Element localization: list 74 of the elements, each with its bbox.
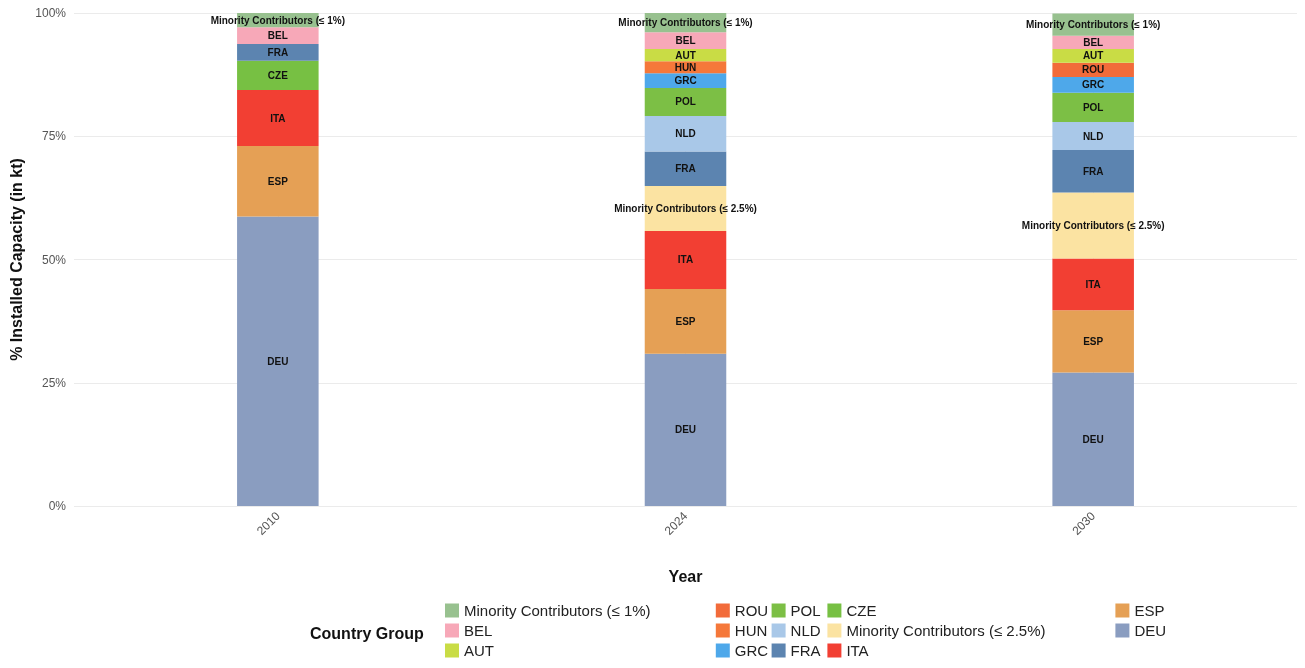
bar — [237, 27, 319, 45]
text: Minority Contributors (≤ 1%) — [210, 14, 346, 26]
bar — [644, 289, 727, 354]
text: ITA — [1085, 278, 1101, 290]
bar — [237, 44, 319, 61]
legend-label: CZE — [846, 602, 877, 619]
text: ESP — [267, 175, 288, 187]
text: ROU — [1082, 64, 1105, 76]
legend-label: Minority Contributors (≤ 2.5%) — [846, 622, 1046, 639]
text: FRA — [675, 163, 696, 175]
legend-label: FRA — [790, 642, 821, 659]
text: CZE — [267, 69, 288, 81]
text: HUN — [674, 61, 697, 73]
bar — [237, 89, 319, 147]
legend-label: ITA — [846, 642, 869, 659]
text: DEU — [267, 355, 289, 367]
text: DEU — [1082, 433, 1104, 445]
text: FRA — [267, 46, 289, 58]
text: NLD — [1082, 130, 1104, 142]
bar — [644, 353, 727, 506]
text: Minority Contributors (≤ 2.5%) — [614, 202, 757, 214]
y-tick-label: 25% — [41, 375, 67, 390]
text: AUT — [675, 49, 696, 61]
text: Minority Contributors (≤ 1%) — [618, 17, 753, 29]
text: GRC — [674, 75, 697, 87]
bar — [237, 216, 319, 506]
text: DEU — [674, 424, 697, 436]
text: Minority Contributors (≤ 1%) — [1025, 19, 1161, 31]
x-axis-title: Year — [668, 567, 703, 585]
bar — [1052, 92, 1134, 122]
text: GRC — [1082, 79, 1105, 91]
bar — [237, 146, 319, 217]
legend-label: BEL — [464, 622, 493, 639]
text: NLD — [675, 128, 696, 140]
text: POL — [675, 96, 696, 108]
text: BEL — [1083, 36, 1104, 48]
bar — [644, 230, 727, 290]
y-tick-label: 75% — [41, 129, 67, 144]
text: ESP — [1083, 335, 1104, 347]
text: ITA — [270, 112, 286, 124]
bar — [1052, 372, 1134, 506]
bar — [1052, 77, 1134, 93]
bar — [1052, 121, 1134, 151]
bar — [237, 60, 319, 90]
text: POL — [1082, 101, 1104, 113]
legend-label: NLD — [790, 622, 821, 639]
bar — [1052, 258, 1134, 311]
legend-label: ESP — [1134, 602, 1165, 619]
legend-title: Country Group — [310, 624, 424, 642]
legend-label: Minority Contributors (≤ 1%) — [464, 602, 651, 619]
text: AUT — [1082, 50, 1104, 62]
bar — [1052, 150, 1134, 193]
bar — [644, 32, 727, 49]
text: ITA — [677, 254, 694, 266]
bar — [644, 151, 727, 187]
y-tick-label: 100% — [35, 6, 67, 20]
legend-label: AUT — [464, 642, 494, 659]
y-axis-title: % Installed Capacity (in kt) — [7, 158, 25, 361]
text: BEL — [675, 35, 696, 47]
bar — [644, 87, 727, 117]
legend-label: POL — [790, 602, 821, 619]
text: Minority Contributors (≤ 2.5%) — [1021, 219, 1165, 231]
legend-label: DEU — [1134, 622, 1167, 639]
bar — [1052, 310, 1134, 373]
y-tick-label: 0% — [48, 499, 67, 513]
bar — [1052, 48, 1134, 63]
legend-label: ROU — [734, 602, 769, 619]
legend-label: HUN — [734, 622, 768, 639]
bar — [644, 116, 727, 152]
text: FRA — [1082, 165, 1104, 177]
legend-label: GRC — [734, 642, 769, 659]
text: BEL — [267, 30, 288, 42]
text: ESP — [675, 315, 696, 327]
y-tick-label: 50% — [41, 252, 67, 267]
